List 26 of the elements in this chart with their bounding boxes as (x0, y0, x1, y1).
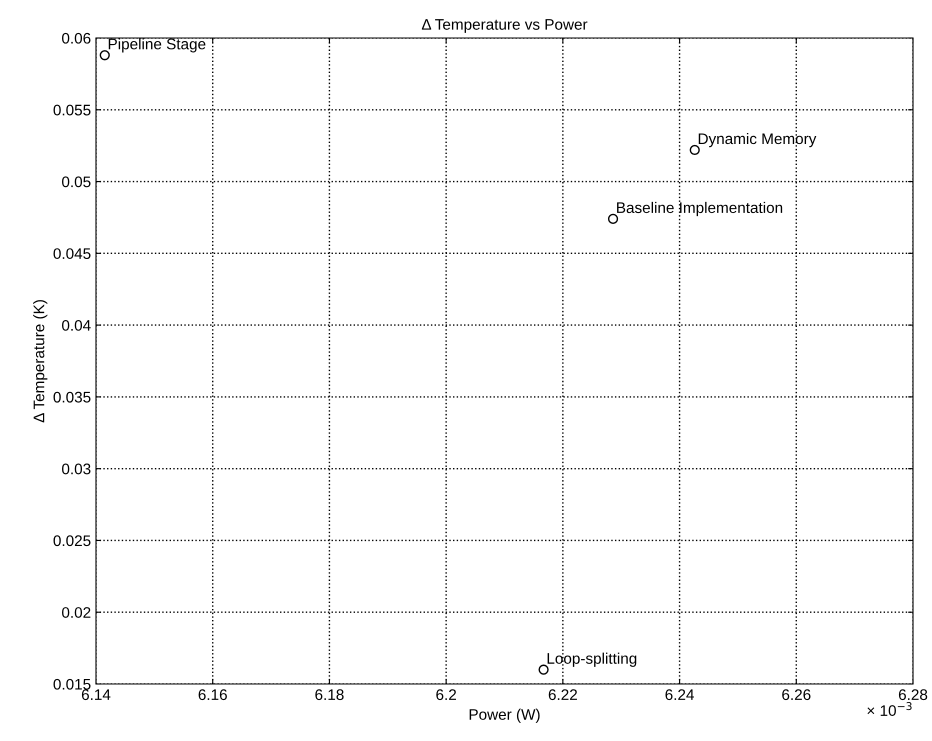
y-tick-label: 0.055 (54, 104, 90, 116)
x-axis-title: Power (W) (470, 708, 540, 723)
x-tick-label: 6.2 (436, 689, 456, 700)
y-axis-title: Δ Temperature (K) (33, 300, 48, 422)
x-tick-label: 6.22 (548, 689, 577, 700)
y-tick-label: 0.03 (62, 464, 90, 474)
annotation: Dynamic Memory (698, 132, 816, 148)
x-tick-label: 6.16 (198, 689, 227, 700)
x-tick-label: 6.14 (82, 689, 110, 700)
y-tick-label: 0.04 (62, 320, 91, 331)
x-tick-label: 6.18 (315, 689, 344, 700)
y-tick-label: 0.045 (54, 248, 90, 260)
y-tick-label: 0.015 (54, 678, 90, 690)
y-tick-label: 0.025 (54, 535, 90, 546)
x-tick-label: 6.28 (898, 689, 928, 700)
chart-title: Δ Temperature vs Power (422, 19, 588, 33)
x-tick-label: 6.26 (782, 689, 810, 700)
text: × 10$^{−3}$ (867, 702, 912, 716)
annotation: Baseline Implementation (617, 202, 782, 216)
annotation: Loop-splitting (548, 652, 636, 667)
y-tick-label: 0.02 (62, 607, 90, 618)
y-tick-label: 0.06 (62, 32, 90, 44)
y-tick-label: 0.035 (54, 392, 90, 403)
y-tick-label: 0.05 (62, 176, 90, 188)
x-tick-label: 6.24 (665, 689, 694, 700)
annotation: Pipeline Stage (108, 38, 206, 52)
